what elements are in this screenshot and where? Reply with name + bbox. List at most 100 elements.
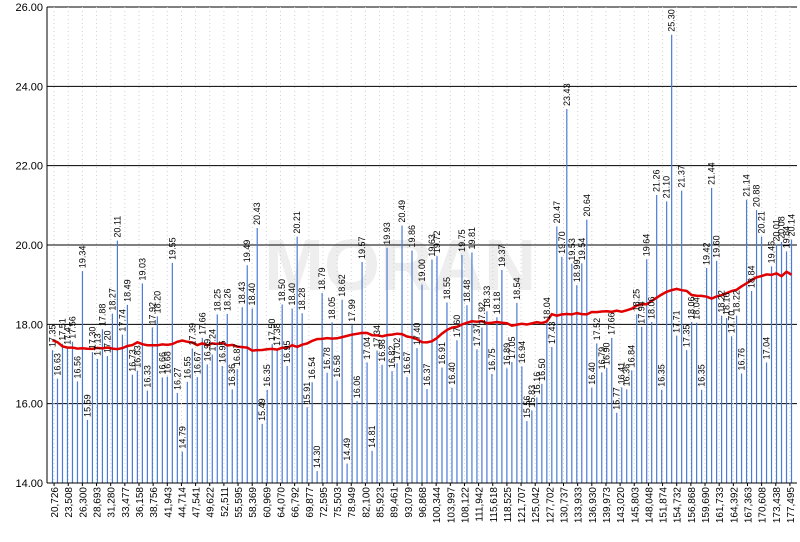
data-label: 16.27: [172, 367, 182, 390]
x-tick-label: 145,803: [630, 487, 641, 524]
x-tick-label: 96,868: [418, 487, 429, 518]
data-label: 17.20: [102, 331, 112, 354]
data-label: 16.79: [597, 347, 607, 370]
data-label: 16.58: [332, 355, 342, 378]
x-tick-label: 170,608: [758, 487, 769, 524]
data-label: 16.95: [217, 340, 227, 363]
data-label: 19.84: [782, 226, 792, 249]
data-label: 18.62: [337, 274, 347, 297]
data-label: 16.66: [157, 352, 167, 375]
data-label: 17.34: [372, 325, 382, 348]
data-label: 18.49: [122, 279, 132, 302]
data-label: 18.50: [277, 279, 287, 302]
data-label: 19.63: [427, 234, 437, 257]
data-label: 16.56: [72, 356, 82, 379]
x-tick-label: 130,737: [560, 487, 571, 524]
x-tick-label: 33,477: [121, 487, 132, 518]
x-tick-label: 118,525: [503, 487, 514, 523]
x-tick-label: 173,438: [772, 487, 783, 524]
data-label: 17.99: [347, 299, 357, 322]
data-label: 17.56: [67, 316, 77, 339]
data-label: 19.42: [702, 242, 712, 265]
data-label: 20.49: [397, 200, 407, 223]
data-label: 17.30: [87, 327, 97, 350]
x-tick-label: 125,042: [531, 487, 542, 524]
data-label: 19.60: [712, 235, 722, 258]
data-label: 14.49: [342, 438, 352, 461]
data-label: 15.56: [522, 396, 532, 419]
data-label: 16.99: [202, 339, 212, 362]
x-tick-label: 20,726: [50, 487, 61, 518]
data-label: 16.75: [487, 348, 497, 371]
data-label: 14.30: [312, 446, 322, 469]
data-label: 18.55: [442, 277, 452, 300]
data-label: 17.71: [672, 310, 682, 333]
data-label: 21.14: [742, 174, 752, 197]
data-label: 19.93: [382, 222, 392, 245]
bar-layer: [51, 34, 793, 483]
data-label: 17.13: [92, 333, 102, 356]
x-tick-label: 100,344: [432, 487, 443, 524]
data-label: 14.79: [177, 426, 187, 449]
data-label: 17.66: [197, 312, 207, 335]
data-label: 19.03: [137, 258, 147, 281]
x-tick-label: 154,732: [673, 487, 684, 524]
data-label: 16.63: [52, 353, 62, 376]
data-label: 20.08: [777, 216, 787, 239]
data-label: 18.04: [542, 297, 552, 320]
data-label: 18.22: [732, 290, 742, 313]
data-label: 18.25: [212, 289, 222, 312]
x-tick-label: 36,158: [135, 487, 146, 518]
data-label: 18.48: [462, 280, 472, 303]
data-label: 17.92: [147, 302, 157, 325]
data-label: 18.33: [482, 286, 492, 309]
data-label: 15.49: [257, 398, 267, 421]
data-label: 16.91: [437, 342, 447, 365]
data-label: 16.67: [402, 352, 412, 375]
data-label: 20.21: [292, 211, 302, 234]
data-label: 19.86: [407, 225, 417, 248]
x-tick-label: 72,595: [319, 487, 330, 518]
data-label: 20.43: [252, 202, 262, 225]
x-tick-label: 28,693: [93, 487, 104, 518]
data-label: 16.41: [617, 362, 627, 385]
x-tick-label: 75,503: [333, 487, 344, 518]
data-label: 16.33: [142, 365, 152, 388]
data-label: 18.40: [287, 283, 297, 306]
data-label: 16.55: [182, 356, 192, 379]
data-label: 17.43: [547, 321, 557, 344]
data-label: 20.21: [757, 211, 767, 234]
data-label: 16.40: [447, 362, 457, 385]
x-tick-label: 44,714: [177, 487, 188, 518]
data-label: 18.04: [692, 297, 702, 320]
data-label: 19.46: [767, 241, 777, 264]
data-label: 18.25: [632, 289, 642, 312]
y-tick-label: 20.00: [15, 240, 43, 252]
x-tick-label: 139,973: [602, 487, 613, 524]
x-tick-label: 127,702: [545, 487, 556, 524]
data-label: 18.06: [647, 296, 657, 319]
data-label: 19.57: [357, 237, 367, 260]
data-label: 18.05: [327, 297, 337, 320]
data-label: 17.35: [682, 325, 692, 348]
data-label: 14.81: [367, 425, 377, 448]
data-label: 17.41: [62, 322, 72, 345]
data-label: 18.26: [222, 288, 232, 311]
data-label: 16.35: [657, 364, 667, 387]
data-label: 17.02: [392, 338, 402, 361]
y-tick-label: 16.00: [15, 399, 43, 411]
data-label: 18.18: [492, 292, 502, 315]
x-tick-label: 111,942: [475, 487, 486, 522]
data-label: 20.64: [582, 194, 592, 217]
x-tick-label: 148,048: [644, 487, 655, 524]
data-label: 16.73: [127, 349, 137, 372]
data-label: 16.87: [232, 344, 242, 367]
data-label: 17.39: [187, 323, 197, 346]
data-label: 19.53: [567, 238, 577, 261]
data-label: 18.79: [317, 267, 327, 290]
data-label: 16.36: [227, 364, 237, 387]
data-label: 19.54: [577, 238, 587, 261]
data-label: 16.16: [532, 372, 542, 395]
data-label: 21.44: [707, 162, 717, 185]
data-label: 17.74: [117, 309, 127, 332]
